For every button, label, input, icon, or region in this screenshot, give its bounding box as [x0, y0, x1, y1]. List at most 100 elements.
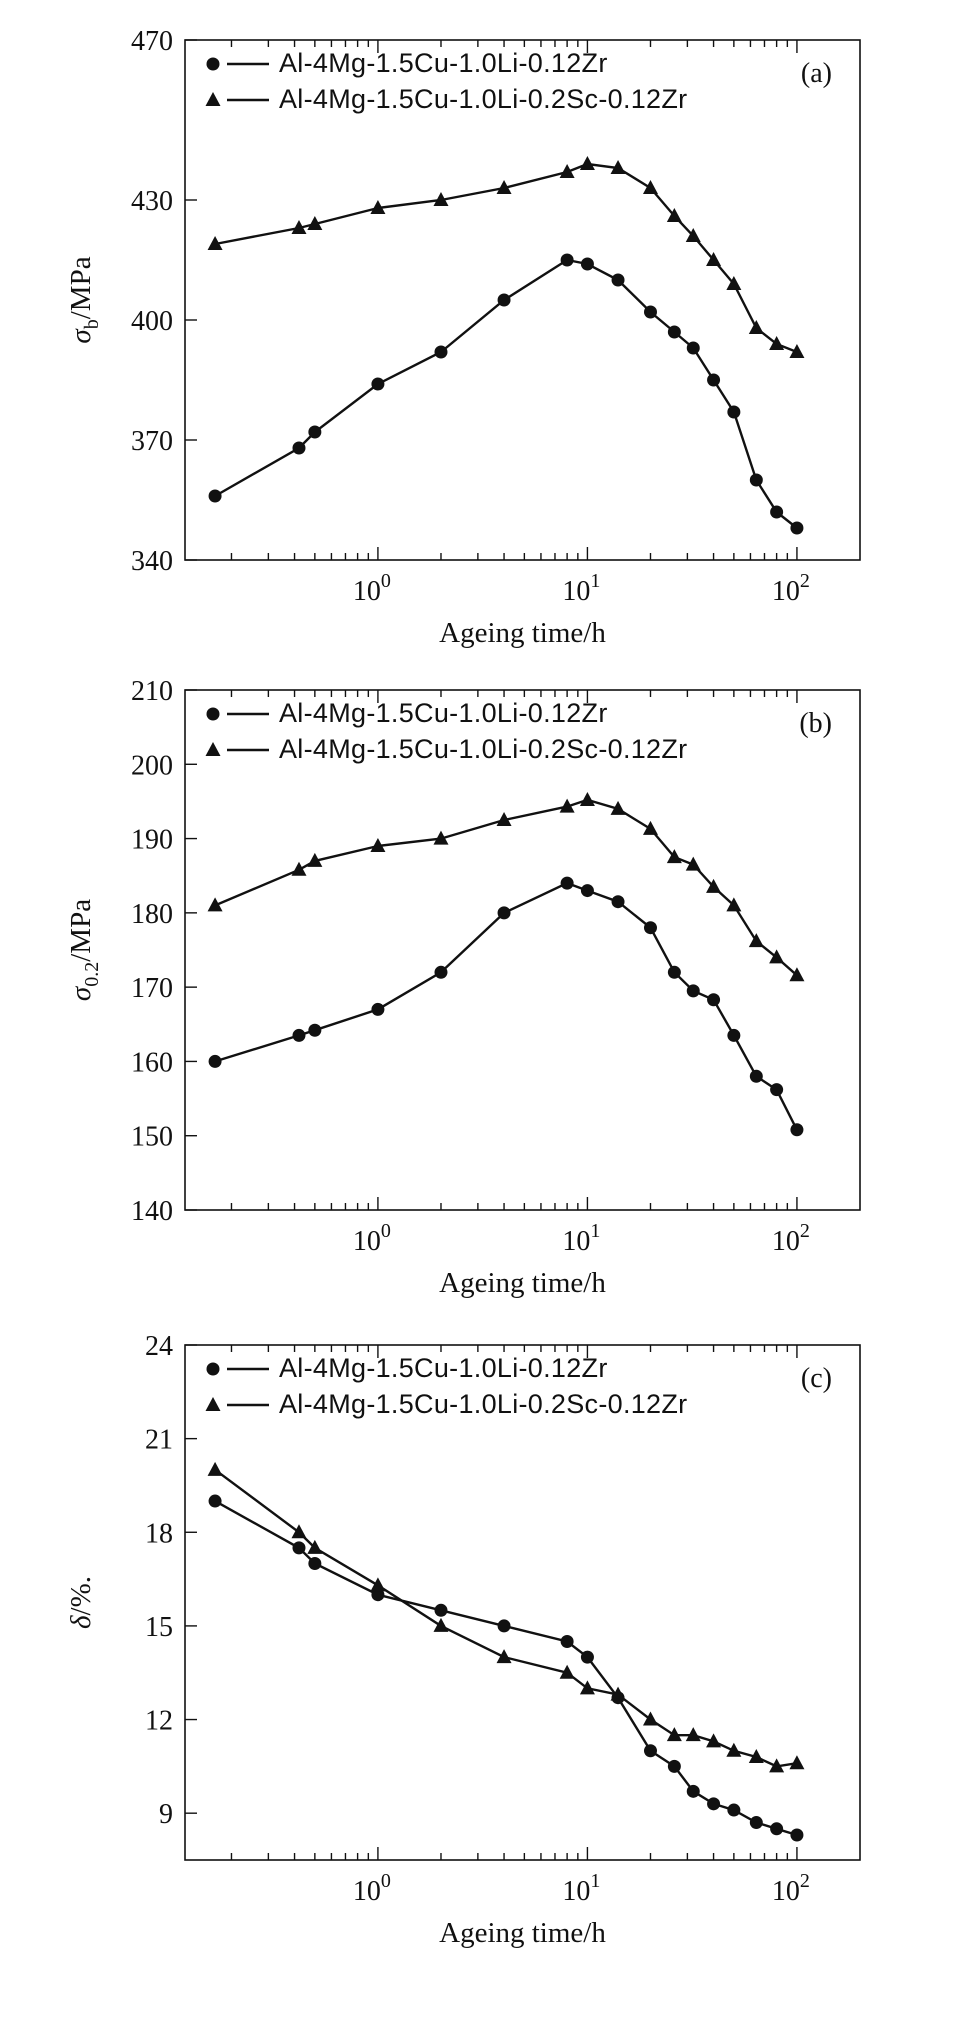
data-point-triangle — [748, 320, 764, 334]
plot-frame — [184, 1344, 861, 1861]
data-point-circle — [580, 1650, 594, 1664]
data-point-circle — [371, 377, 385, 391]
data-point-circle — [770, 1083, 784, 1097]
data-point-circle — [749, 1069, 763, 1083]
data-point-circle — [560, 1635, 574, 1649]
data-point-circle — [686, 1784, 700, 1798]
x-axis-label: Ageing time/h — [439, 1917, 606, 1949]
data-point-triangle — [433, 830, 449, 845]
data-point-triangle — [769, 336, 785, 350]
data-point-triangle — [706, 1733, 722, 1748]
data-point-circle — [292, 441, 306, 455]
data-point-circle — [790, 1828, 804, 1842]
data-point-triangle — [642, 180, 658, 194]
legend-marker-triangle — [205, 742, 221, 756]
y-tick-label: 400 — [131, 306, 173, 337]
data-point-triangle — [706, 878, 722, 893]
data-point-triangle — [433, 1617, 449, 1632]
y-tick-label: 210 — [131, 676, 173, 707]
data-point-triangle — [685, 856, 701, 871]
data-point-circle — [497, 293, 511, 307]
data-point-circle — [707, 1797, 721, 1811]
data-point-triangle — [291, 220, 307, 234]
data-point-triangle — [291, 861, 307, 876]
x-tick-label: 102 — [772, 1220, 810, 1257]
data-point-triangle — [496, 812, 512, 826]
x-tick-label: 102 — [772, 570, 810, 607]
data-point-triangle — [726, 897, 742, 912]
data-point-triangle — [610, 160, 626, 174]
data-point-triangle — [726, 1742, 742, 1757]
data-point-triangle — [579, 156, 595, 170]
legend-entry: Al-4Mg-1.5Cu-1.0Li-0.12Zr — [279, 698, 608, 728]
data-point-circle — [686, 341, 700, 355]
data-point-triangle — [370, 200, 386, 214]
data-point-circle — [611, 895, 625, 909]
data-point-triangle — [642, 1711, 658, 1726]
panel-label: (c) — [801, 1363, 832, 1394]
series-circle — [208, 876, 804, 1137]
data-point-circle — [727, 1028, 741, 1042]
legend-marker-triangle — [205, 1397, 221, 1411]
y-tick-label: 21 — [145, 1425, 173, 1456]
data-point-circle — [497, 906, 511, 920]
data-point-circle — [308, 425, 322, 439]
data-point-triangle — [769, 1758, 785, 1773]
y-axis-label: δ/%. — [65, 1576, 97, 1629]
data-point-triangle — [207, 1461, 223, 1476]
data-point-triangle — [748, 1749, 764, 1763]
x-tick-label: 101 — [562, 1220, 600, 1257]
data-point-circle — [208, 489, 222, 503]
y-tick-label: 160 — [131, 1047, 173, 1078]
data-point-triangle — [769, 949, 785, 964]
y-tick-label: 200 — [131, 750, 173, 781]
data-point-triangle — [291, 1524, 307, 1539]
data-point-triangle — [496, 1649, 512, 1664]
data-point-circle — [667, 965, 681, 979]
data-point-circle — [308, 1023, 322, 1037]
y-axis-label: σb/MPa — [65, 256, 103, 343]
data-point-triangle — [559, 798, 575, 813]
data-point-circle — [497, 1619, 511, 1633]
y-tick-label: 18 — [145, 1518, 173, 1549]
data-point-triangle — [307, 1539, 323, 1554]
series-line — [214, 1468, 798, 1768]
x-tick-label: 100 — [353, 1220, 391, 1257]
data-point-triangle — [666, 1727, 682, 1742]
data-point-circle — [292, 1541, 306, 1555]
data-point-triangle — [433, 192, 449, 206]
series-triangle — [207, 156, 805, 358]
chart-panel-3: 9 12 15 18 21 24 100 101 102 Ageing time/h δ/%. (c)… — [65, 1331, 861, 1949]
series-triangle — [207, 1461, 805, 1773]
data-point-circle — [667, 325, 681, 339]
data-point-triangle — [789, 1755, 805, 1770]
data-point-circle — [707, 993, 721, 1007]
data-point-circle — [208, 1494, 222, 1508]
y-tick-label: 190 — [131, 825, 173, 856]
data-point-circle — [770, 1822, 784, 1836]
data-point-triangle — [579, 791, 595, 806]
data-point-circle — [727, 405, 741, 419]
y-tick-label: 9 — [159, 1799, 173, 1830]
data-point-circle — [371, 1002, 385, 1016]
legend-entry: Al-4Mg-1.5Cu-1.0Li-0.2Sc-0.12Zr — [279, 734, 687, 764]
legend-entry: Al-4Mg-1.5Cu-1.0Li-0.12Zr — [279, 48, 608, 78]
data-point-circle — [707, 373, 721, 387]
data-point-circle — [727, 1803, 741, 1817]
data-point-circle — [686, 984, 700, 998]
data-point-triangle — [496, 180, 512, 194]
data-point-triangle — [748, 933, 764, 948]
data-point-triangle — [307, 216, 323, 230]
data-point-circle — [790, 521, 804, 535]
legend-marker-circle — [206, 57, 220, 71]
chart-panel-2: 140 150 160 170 180 190 200 210 100 101 102 Ageing … — [65, 676, 861, 1299]
legend-marker-triangle — [205, 92, 221, 106]
y-tick-label: 470 — [131, 26, 173, 57]
series-line — [214, 881, 798, 1131]
x-tick-label: 100 — [353, 1870, 391, 1907]
plot-frame — [184, 39, 861, 561]
y-tick-label: 140 — [131, 1196, 173, 1227]
data-point-triangle — [207, 236, 223, 250]
data-point-circle — [790, 1123, 804, 1137]
